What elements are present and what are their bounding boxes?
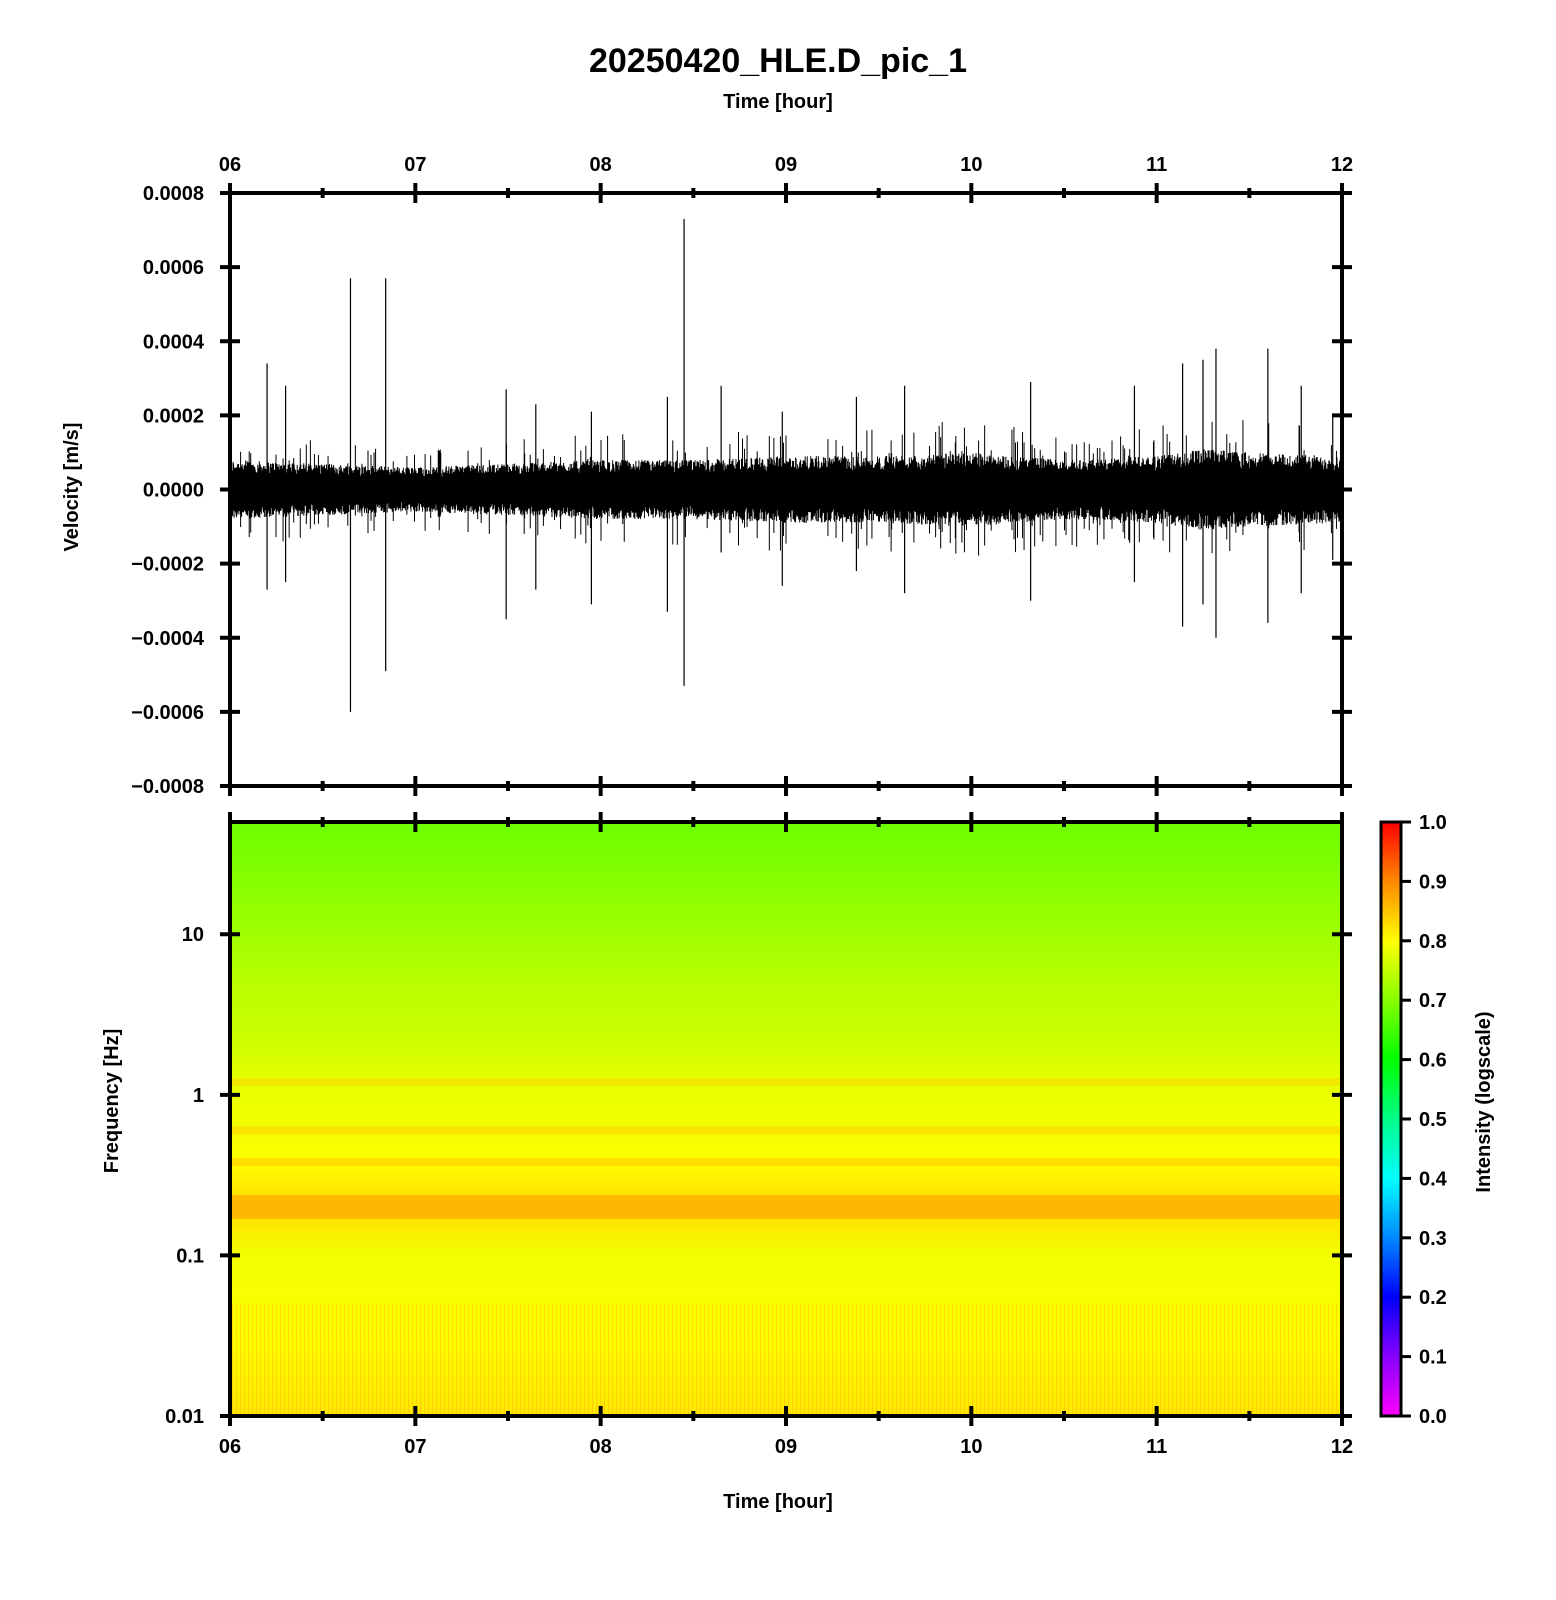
waveform-y-axis-label: Velocity [m/s] xyxy=(61,423,83,552)
bottom-x-tick-label: 08 xyxy=(590,1436,612,1458)
top-x-axis-label: Time [hour] xyxy=(723,91,833,113)
spectrogram-y-axis-label: Frequency [Hz] xyxy=(101,1029,123,1173)
spectrogram-low-freq-texture xyxy=(230,1303,1342,1416)
colorbar-tick-label: 0.3 xyxy=(1419,1228,1447,1250)
spectrogram-band xyxy=(230,1078,1342,1087)
colorbar: 1.0 0.9 0.8 0.7 0.6 0.5 0.4 0.3 0.2 0.1 0.0 xyxy=(1379,812,1448,1428)
colorbar-tick-label: 0.4 xyxy=(1419,1168,1448,1190)
bottom-x-tick-label: 10 xyxy=(960,1436,982,1458)
colorbar-tick-label: 0.0 xyxy=(1419,1406,1447,1428)
colorbar-tick-label: 0.6 xyxy=(1419,1050,1447,1072)
chart-title: 20250420_HLE.D_pic_1 xyxy=(589,42,967,80)
spectrogram-band xyxy=(230,1126,1342,1135)
top-x-tick-label: 12 xyxy=(1331,154,1353,176)
colorbar-tick-label: 0.8 xyxy=(1419,931,1447,953)
top-x-tick-label: 06 xyxy=(219,154,241,176)
waveform-y-tick-label: 0.0008 xyxy=(143,183,204,205)
bottom-x-tick-label: 12 xyxy=(1331,1436,1353,1458)
colorbar-tick-label: 1.0 xyxy=(1419,812,1447,834)
spectrogram-y-tick-label: 0.1 xyxy=(176,1245,204,1267)
colorbar-tick-label: 0.5 xyxy=(1419,1109,1447,1131)
waveform-y-tick-label: 0.0000 xyxy=(143,480,204,502)
waveform-y-tick-label: 0.0006 xyxy=(143,257,204,279)
spectrogram-image xyxy=(230,822,1342,1416)
colorbar-tick-label: 0.7 xyxy=(1419,990,1447,1012)
colorbar-tick-label: 0.1 xyxy=(1419,1347,1447,1369)
top-x-tick-label: 10 xyxy=(960,154,982,176)
colorbar-fill xyxy=(1379,820,1403,1418)
bottom-x-tick-label: 06 xyxy=(219,1436,241,1458)
top-x-tick-label: 11 xyxy=(1146,154,1167,176)
colorbar-tick-label: 0.9 xyxy=(1419,871,1447,893)
waveform-y-tick-label: −0.0006 xyxy=(131,702,204,724)
waveform-y-tick-label: −0.0008 xyxy=(131,776,204,798)
waveform-y-tick-label: −0.0004 xyxy=(131,628,205,650)
waveform-y-tick-label: 0.0002 xyxy=(143,405,204,427)
spectrogram-y-tick-label: 10 xyxy=(182,924,204,946)
bottom-x-tick-label: 11 xyxy=(1146,1436,1167,1458)
spectrogram-y-tick-label: 0.01 xyxy=(165,1406,204,1428)
spectrogram-band xyxy=(230,1195,1342,1220)
colorbar-tick-label: 0.2 xyxy=(1419,1287,1447,1309)
bottom-x-tick-label: 07 xyxy=(404,1436,426,1458)
top-x-tick-label: 07 xyxy=(404,154,426,176)
axis-ticks: 06 06 07 07 08 08 09 09 10 10 11 11 12 12 0.0008 0.0006… xyxy=(131,154,1353,1458)
waveform-y-tick-label: 0.0004 xyxy=(143,331,205,353)
spectrogram-y-tick-label: 1 xyxy=(193,1085,204,1107)
waveform-trace xyxy=(229,218,1343,712)
bottom-x-tick-label: 09 xyxy=(775,1436,797,1458)
waveform-noise xyxy=(229,420,1343,556)
colorbar-label: Intensity (logscale) xyxy=(1473,1011,1495,1192)
spectrogram-band xyxy=(230,1158,1342,1167)
waveform-y-tick-label: −0.0002 xyxy=(131,554,204,576)
top-x-tick-label: 09 xyxy=(775,154,797,176)
spectrogram-x-axis-label: Time [hour] xyxy=(723,1491,833,1513)
top-x-tick-label: 08 xyxy=(590,154,612,176)
